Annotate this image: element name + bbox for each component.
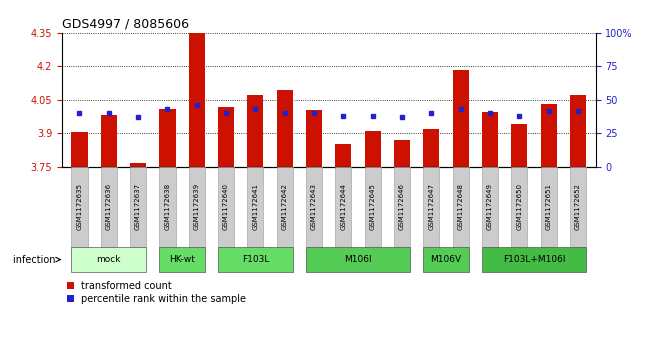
Bar (365, 131, 381, 167)
Bar (335, 144, 352, 167)
Bar (72, 132, 87, 167)
Text: F103L: F103L (242, 255, 269, 264)
Bar (189, 33, 205, 167)
Bar (306, 110, 322, 167)
Text: GSM1172646: GSM1172646 (399, 183, 405, 231)
Text: GSM1172644: GSM1172644 (340, 183, 346, 231)
Bar (159, 109, 176, 167)
Text: GSM1172649: GSM1172649 (487, 183, 493, 231)
Text: M106V: M106V (430, 255, 462, 264)
Text: GSM1172641: GSM1172641 (253, 183, 258, 231)
Bar (423, 129, 439, 167)
Bar (101, 115, 117, 167)
Text: GSM1172650: GSM1172650 (516, 183, 522, 231)
Bar (452, 70, 469, 167)
Text: GSM1172640: GSM1172640 (223, 183, 229, 231)
Text: infection: infection (13, 254, 59, 265)
Bar (482, 112, 498, 167)
Bar (570, 95, 586, 167)
Bar (277, 90, 293, 167)
Text: mock: mock (96, 255, 121, 264)
Text: GSM1172647: GSM1172647 (428, 183, 434, 231)
Text: GSM1172648: GSM1172648 (458, 183, 464, 231)
Text: GSM1172651: GSM1172651 (546, 183, 552, 231)
Bar (247, 95, 264, 167)
Text: GSM1172642: GSM1172642 (282, 183, 288, 231)
Text: HK-wt: HK-wt (169, 255, 195, 264)
Bar (130, 163, 146, 167)
Bar (511, 124, 527, 167)
Legend: transformed count, percentile rank within the sample: transformed count, percentile rank withi… (66, 281, 246, 304)
Bar (218, 107, 234, 167)
Text: F103L+M106I: F103L+M106I (503, 255, 565, 264)
Bar (394, 140, 410, 167)
Text: GSM1172639: GSM1172639 (194, 183, 200, 231)
Text: M106I: M106I (344, 255, 372, 264)
Text: GSM1172637: GSM1172637 (135, 183, 141, 231)
Text: GSM1172645: GSM1172645 (370, 183, 376, 231)
Text: GDS4997 / 8085606: GDS4997 / 8085606 (62, 17, 189, 30)
Text: GSM1172635: GSM1172635 (76, 183, 83, 231)
Text: GSM1172636: GSM1172636 (105, 183, 112, 231)
Text: GSM1172638: GSM1172638 (165, 183, 171, 231)
Text: GSM1172652: GSM1172652 (575, 183, 581, 231)
Text: GSM1172643: GSM1172643 (311, 183, 317, 231)
Bar (541, 104, 557, 167)
